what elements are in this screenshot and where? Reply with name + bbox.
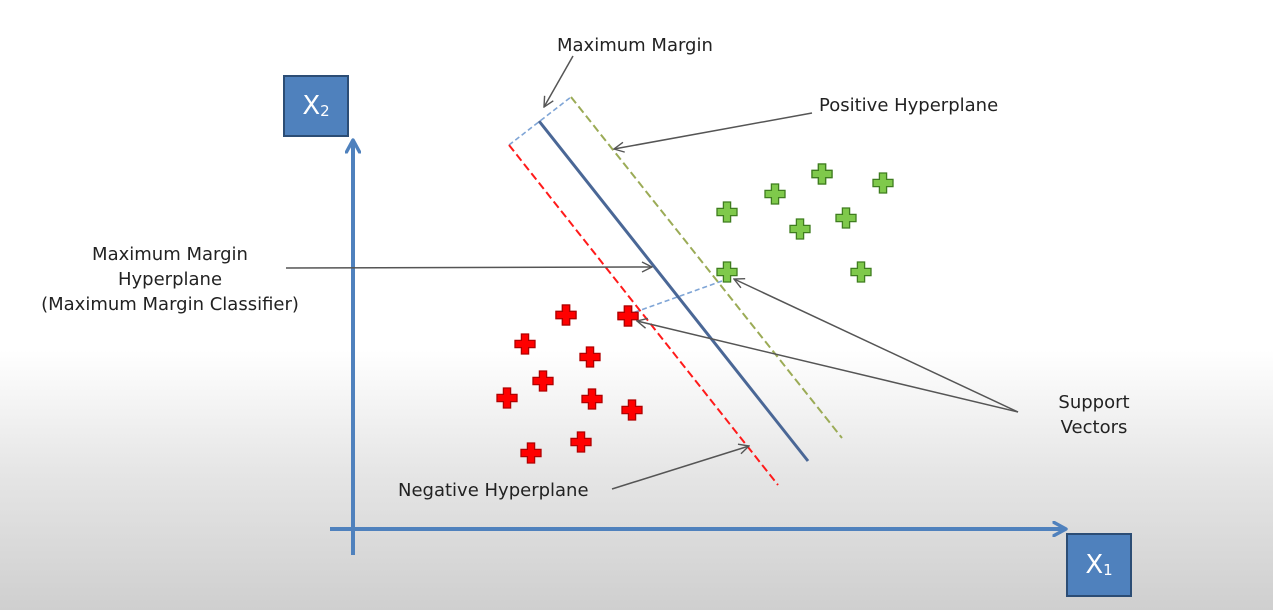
negative-point-plus-icon bbox=[617, 305, 639, 327]
y-axis-subscript: 2 bbox=[320, 101, 330, 120]
margin-connector-top bbox=[508, 96, 572, 146]
max-margin-hyperplane-line-2: Hyperplane bbox=[117, 269, 223, 290]
x-axis-label: X bbox=[1085, 550, 1104, 580]
positive-point-plus-icon bbox=[716, 261, 738, 283]
positive-point-plus-icon bbox=[789, 218, 811, 240]
positive-point-plus-icon bbox=[835, 207, 857, 229]
negative-point-plus-icon bbox=[532, 370, 554, 392]
negative-hyperplane-label: Negative Hyperplane bbox=[398, 480, 589, 501]
x-axis-subscript: 1 bbox=[1103, 560, 1113, 579]
negative-point-plus-icon bbox=[579, 346, 601, 368]
positive-hyperplane-label: Positive Hyperplane bbox=[819, 95, 999, 116]
maximum-margin-arrow bbox=[544, 55, 574, 107]
negative-hyperplane-arrow bbox=[611, 446, 749, 490]
positive-point-plus-icon bbox=[850, 261, 872, 283]
positive-point-plus-icon bbox=[764, 183, 786, 205]
maximum-margin-hyperplane-line bbox=[537, 120, 810, 462]
max-margin-hyperplane-line-1: Maximum Margin bbox=[92, 244, 248, 265]
negative-point-plus-icon bbox=[520, 442, 542, 464]
positive-point-plus-icon bbox=[811, 163, 833, 185]
margin-connector-bottom bbox=[626, 280, 723, 316]
max-margin-hyperplane-line-3: (Maximum Margin Classifier) bbox=[41, 294, 299, 315]
negative-point-plus-icon bbox=[514, 333, 536, 355]
max-margin-hyperplane-arrow bbox=[285, 267, 652, 268]
negative-point-plus-icon bbox=[570, 431, 592, 453]
negative-point-plus-icon bbox=[581, 388, 603, 410]
positive-hyperplane-arrow bbox=[614, 112, 813, 149]
negative-point-plus-icon bbox=[555, 304, 577, 326]
maximum-margin-label: Maximum Margin bbox=[557, 35, 713, 56]
negative-point-plus-icon bbox=[496, 387, 518, 409]
negative-hyperplane-line bbox=[508, 144, 779, 486]
support-vectors-line-2: Vectors bbox=[1060, 417, 1128, 438]
support-vector-arrow-positive bbox=[734, 279, 1019, 413]
positive-hyperplane-line bbox=[570, 96, 843, 439]
y-axis-label: X bbox=[302, 91, 321, 121]
max-margin-hyperplane-label: Maximum Margin Hyperplane (Maximum Margi… bbox=[30, 242, 310, 317]
negative-class-points bbox=[496, 304, 643, 464]
support-vector-arrow-negative bbox=[637, 321, 1019, 413]
negative-point-plus-icon bbox=[621, 399, 643, 421]
positive-point-plus-icon bbox=[872, 172, 894, 194]
support-vectors-line-1: Support bbox=[1058, 392, 1130, 413]
support-vectors-label: Support Vectors bbox=[1036, 390, 1152, 440]
positive-point-plus-icon bbox=[716, 201, 738, 223]
positive-class-points bbox=[716, 163, 894, 283]
